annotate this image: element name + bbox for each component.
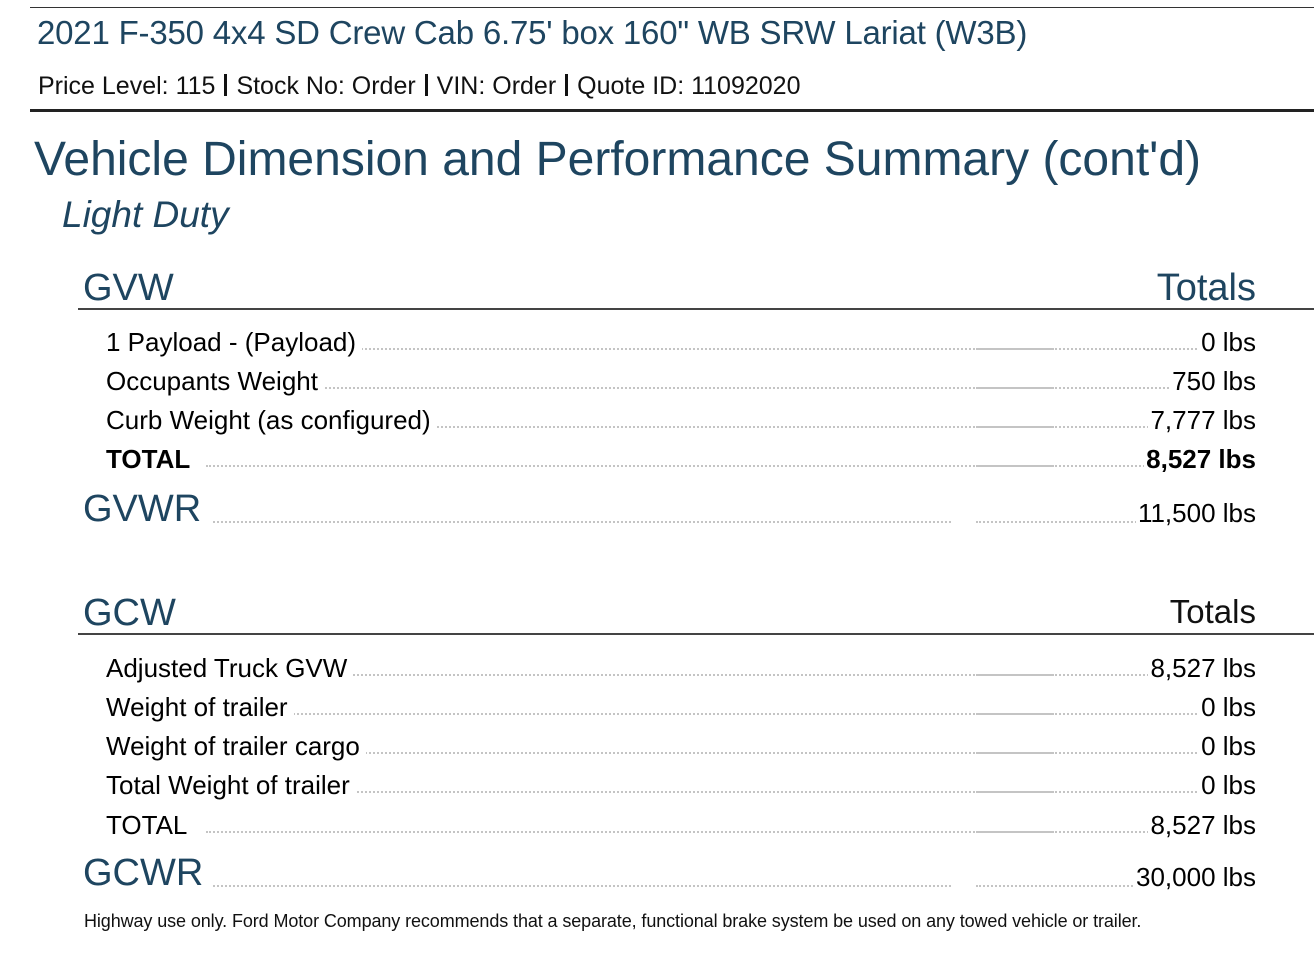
gvwr-label: GVWR [83,488,208,531]
dot-leader [976,426,1236,428]
row-value: 0 lbs [1199,327,1256,358]
dot-leader [206,465,1054,467]
dot-leader [976,713,1236,715]
dot-leader [206,831,1054,833]
row-label: TOTAL [106,444,197,475]
row-value: 750 lbs [1170,366,1256,397]
gvw-header: GVW Totals [78,264,1314,310]
vin-label: VIN: [436,72,486,100]
dot-leader [976,791,1236,793]
gcwr-row: GCWR 30,000 lbs [83,851,1256,895]
row-label: Occupants Weight [106,366,324,397]
row-value: 8,527 lbs [1148,810,1256,841]
footnote-disclaimer: Highway use only. Ford Motor Company rec… [84,911,1142,931]
row-label: Weight of trailer cargo [106,731,366,762]
dot-leader [976,752,1236,754]
row-label: Curb Weight (as configured) [106,405,437,436]
dot-leader [976,465,1236,467]
dot-leader [976,521,1236,523]
dot-leader [976,674,1236,676]
row-label: TOTAL [106,810,194,841]
dot-leader [206,752,1054,754]
dot-leader [206,348,1054,350]
row-value: 7,777 lbs [1148,405,1256,436]
gcw-row-total-trailer: Total Weight of trailer 0 lbs [106,770,1256,803]
gvw-row-curb-weight: Curb Weight (as configured) 7,777 lbs [106,405,1256,438]
dot-leader [206,426,1054,428]
gvw-row-occupants: Occupants Weight 750 lbs [106,366,1256,399]
gcwr-value: 30,000 lbs [1134,862,1256,893]
dot-leader [213,521,951,523]
gcwr-label: GCWR [83,852,210,895]
gcw-row-adjusted-gvw: Adjusted Truck GVW 8,527 lbs [106,653,1256,686]
price-level-value: 115 [175,72,216,100]
gcw-row-trailer-cargo: Weight of trailer cargo 0 lbs [106,731,1256,764]
quote-id-value: 11092020 [691,72,801,100]
gcw-heading: GCW [83,592,176,634]
row-label: Adjusted Truck GVW [106,653,354,684]
gcw-header: GCW Totals [78,589,1314,635]
row-value: 0 lbs [1199,692,1256,723]
dot-leader [213,885,951,887]
row-value: 0 lbs [1199,731,1256,762]
row-value: 0 lbs [1199,770,1256,801]
gvw-heading: GVW [83,267,174,309]
meta-separator [565,74,569,96]
gvwr-value: 11,500 lbs [1135,498,1256,529]
meta-separator [424,74,428,96]
dot-leader [976,831,1236,833]
stock-no-value: Order [351,72,416,100]
stock-no-label: Stock No: [236,72,345,100]
vehicle-title: 2021 F-350 4x4 SD Crew Cab 6.75' box 160… [37,14,1028,51]
gvw-row-payload: 1 Payload - (Payload) 0 lbs [106,327,1256,360]
row-label: Total Weight of trailer [106,770,356,801]
page-title: Vehicle Dimension and Performance Summar… [34,133,1201,186]
price-level-label: Price Level: [38,72,169,100]
dot-leader [206,387,1054,389]
quote-meta-line: Price Level: 115 Stock No: Order VIN: Orde… [38,72,800,101]
gvw-row-total: TOTAL 8,527 lbs [106,444,1256,477]
meta-separator [224,74,228,96]
gcw-row-total: TOTAL 8,527 lbs [106,810,1256,843]
header-divider [30,109,1314,112]
dot-leader [976,387,1236,389]
dot-leader [976,348,1236,350]
dot-leader [206,791,1054,793]
page-subtitle: Light Duty [62,194,229,235]
dot-leader [206,713,1054,715]
dot-leader [206,674,1054,676]
dot-leader [976,885,1236,887]
gcw-totals-heading: Totals [1169,593,1256,630]
gcw-row-trailer-weight: Weight of trailer 0 lbs [106,692,1256,725]
vin-value: Order [492,72,557,100]
row-label: Weight of trailer [106,692,294,723]
gvw-totals-heading: Totals [1156,267,1256,309]
top-divider [30,7,1314,8]
row-value: 8,527 lbs [1148,653,1256,684]
row-label: 1 Payload - (Payload) [106,327,363,358]
row-value: 8,527 lbs [1144,444,1256,475]
gvwr-row: GVWR 11,500 lbs [83,487,1256,531]
quote-id-label: Quote ID: [577,72,685,100]
